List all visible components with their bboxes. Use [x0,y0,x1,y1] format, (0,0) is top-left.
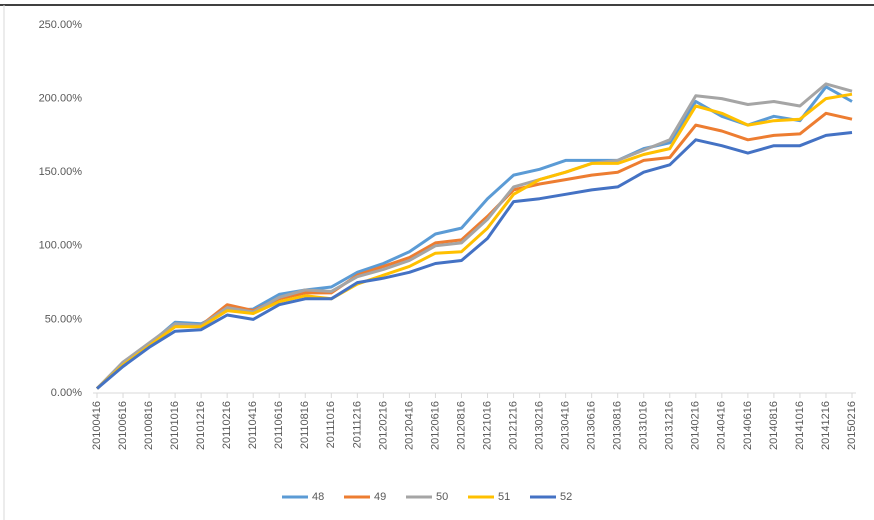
legend-label: 51 [498,491,510,503]
y-tick-label: 200.00% [39,93,83,105]
x-tick-label: 20130816 [612,401,624,450]
legend-label: 49 [374,491,386,503]
x-tick-label: 20101216 [195,401,207,450]
x-tick-label: 20130216 [533,401,545,450]
series-line [96,131,853,390]
legend-label: 48 [312,491,324,503]
x-tick-label: 20110816 [299,401,311,449]
x-tick-label: 20120416 [403,401,415,450]
legend-label: 52 [560,491,572,503]
x-tick-label: 20121016 [481,401,493,450]
x-tick-label: 20110216 [221,401,233,449]
x-tick-label: 20111016 [325,401,337,448]
x-tick-label: 20101016 [169,401,181,450]
x-tick-label: 20100416 [91,401,103,450]
x-tick-label: 20120816 [455,401,467,450]
x-tick-label: 20140616 [742,401,754,450]
y-tick-label: 100.00% [39,240,83,252]
x-tick-label: 20111216 [351,401,363,448]
x-tick-label: 20131016 [638,401,650,450]
x-tick-label: 20120616 [429,401,441,450]
x-tick-label: 20100616 [117,401,129,450]
series-line [95,92,853,390]
x-tick-label: 20150216 [846,401,858,450]
x-tick-label: 20140816 [768,401,780,450]
x-tick-label: 20120216 [377,401,389,450]
x-tick-label: 20130416 [560,401,572,450]
series-line [95,82,853,390]
x-tick-label: 20131216 [664,401,676,450]
x-tick-label: 20141216 [820,401,832,450]
series-line [95,111,853,390]
x-tick-label: 20140216 [690,401,702,450]
y-tick-label: 50.00% [45,313,83,325]
y-tick-label: 150.00% [39,166,83,178]
x-tick-label: 20140416 [716,401,728,450]
x-tick-label: 20110416 [247,401,259,449]
x-tick-label: 20141016 [794,401,806,450]
legend-label: 50 [436,491,448,503]
series-line [95,85,853,390]
y-tick-label: 250.00% [39,19,83,31]
x-tick-label: 20100816 [143,401,155,450]
y-tick-label: 0.00% [51,387,82,399]
x-tick-label: 20130616 [586,401,598,450]
x-tick-label: 20110616 [273,401,285,449]
x-tick-label: 20121216 [507,401,519,450]
